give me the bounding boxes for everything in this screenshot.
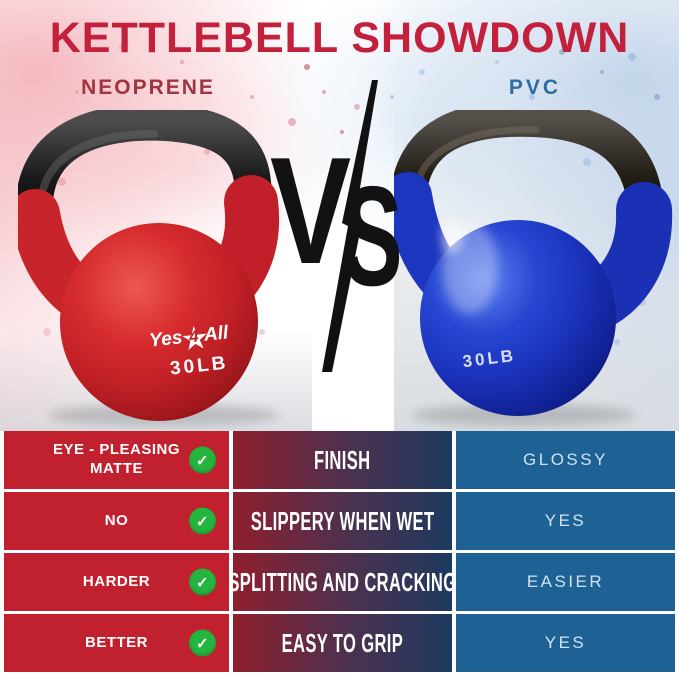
vs-letter-v: V: [270, 126, 352, 296]
neoprene-value-cell: NO ✓: [4, 492, 229, 550]
feature-cell: SPLITTING AND CRACKING: [228, 553, 456, 611]
feature-label: SLIPPERY WHEN WET: [250, 505, 435, 535]
pvc-value-cell: YES: [456, 614, 675, 672]
check-icon: ✓: [189, 446, 216, 474]
lightning-slash-icon: [322, 80, 378, 372]
neoprene-value-cell: EYE - PLEASING MATTE ✓: [4, 431, 229, 489]
check-icon: ✓: [189, 507, 216, 535]
feature-label: FINISH: [314, 444, 371, 474]
brand-star-icon: ★: [181, 322, 209, 355]
feature-cell: FINISH: [233, 431, 452, 489]
gloss-highlight-small: [441, 218, 463, 254]
feature-label: SPLITTING AND CRACKING: [228, 566, 457, 596]
pvc-value: YES: [544, 633, 587, 652]
check-icon: ✓: [189, 629, 216, 657]
red-kettlebell-image: Yes ★ 4 All 30LB: [10, 103, 280, 426]
iron-handle: [15, 103, 272, 241]
material-label-neoprene: NEOPRENE: [81, 76, 215, 99]
comparison-table: EYE - PLEASING MATTE ✓ FINISH GLOSSY NO …: [0, 431, 679, 672]
material-label-pvc: PVC: [508, 76, 562, 99]
paint-speckles-blue: [0, 0, 4, 4]
check-icon: ✓: [189, 568, 216, 596]
pvc-value-cell: YES: [456, 492, 675, 550]
neoprene-value: NO: [104, 511, 129, 529]
pvc-value: GLOSSY: [523, 450, 608, 469]
pvc-kettlebell-photo: 30LB: [384, 100, 679, 435]
brand-text-yes: Yes: [148, 327, 183, 351]
kettlebell-body: [60, 223, 258, 421]
neoprene-value-cell: HARDER ✓: [4, 553, 229, 611]
vs-divider: V S: [262, 80, 412, 372]
pvc-value-cell: EASIER: [456, 553, 675, 611]
neoprene-value: HARDER: [82, 572, 151, 590]
feature-cell: SLIPPERY WHEN WET: [233, 492, 452, 550]
iron-handle: [390, 100, 664, 236]
blue-kettlebell-image: 30LB: [384, 100, 673, 426]
pvc-value: EASIER: [526, 572, 605, 591]
pvc-value: YES: [544, 511, 587, 530]
brand-text-all: All: [202, 322, 230, 346]
brand-text-4: 4: [187, 326, 200, 346]
pvc-value-cell: GLOSSY: [456, 431, 675, 489]
feature-cell: EASY TO GRIP: [233, 614, 452, 672]
feature-label: EASY TO GRIP: [281, 627, 404, 657]
neoprene-value-cell: BETTER ✓: [4, 614, 229, 672]
neoprene-value: BETTER: [85, 633, 148, 651]
neoprene-kettlebell-photo: Yes ★ 4 All 30LB: [10, 103, 290, 435]
paint-speckles-red: [0, 0, 4, 4]
neoprene-value: EYE - PLEASING MATTE: [52, 441, 181, 477]
page-title: KETTLEBELL SHOWDOWN: [49, 14, 630, 62]
vs-letter-s: S: [342, 157, 403, 316]
